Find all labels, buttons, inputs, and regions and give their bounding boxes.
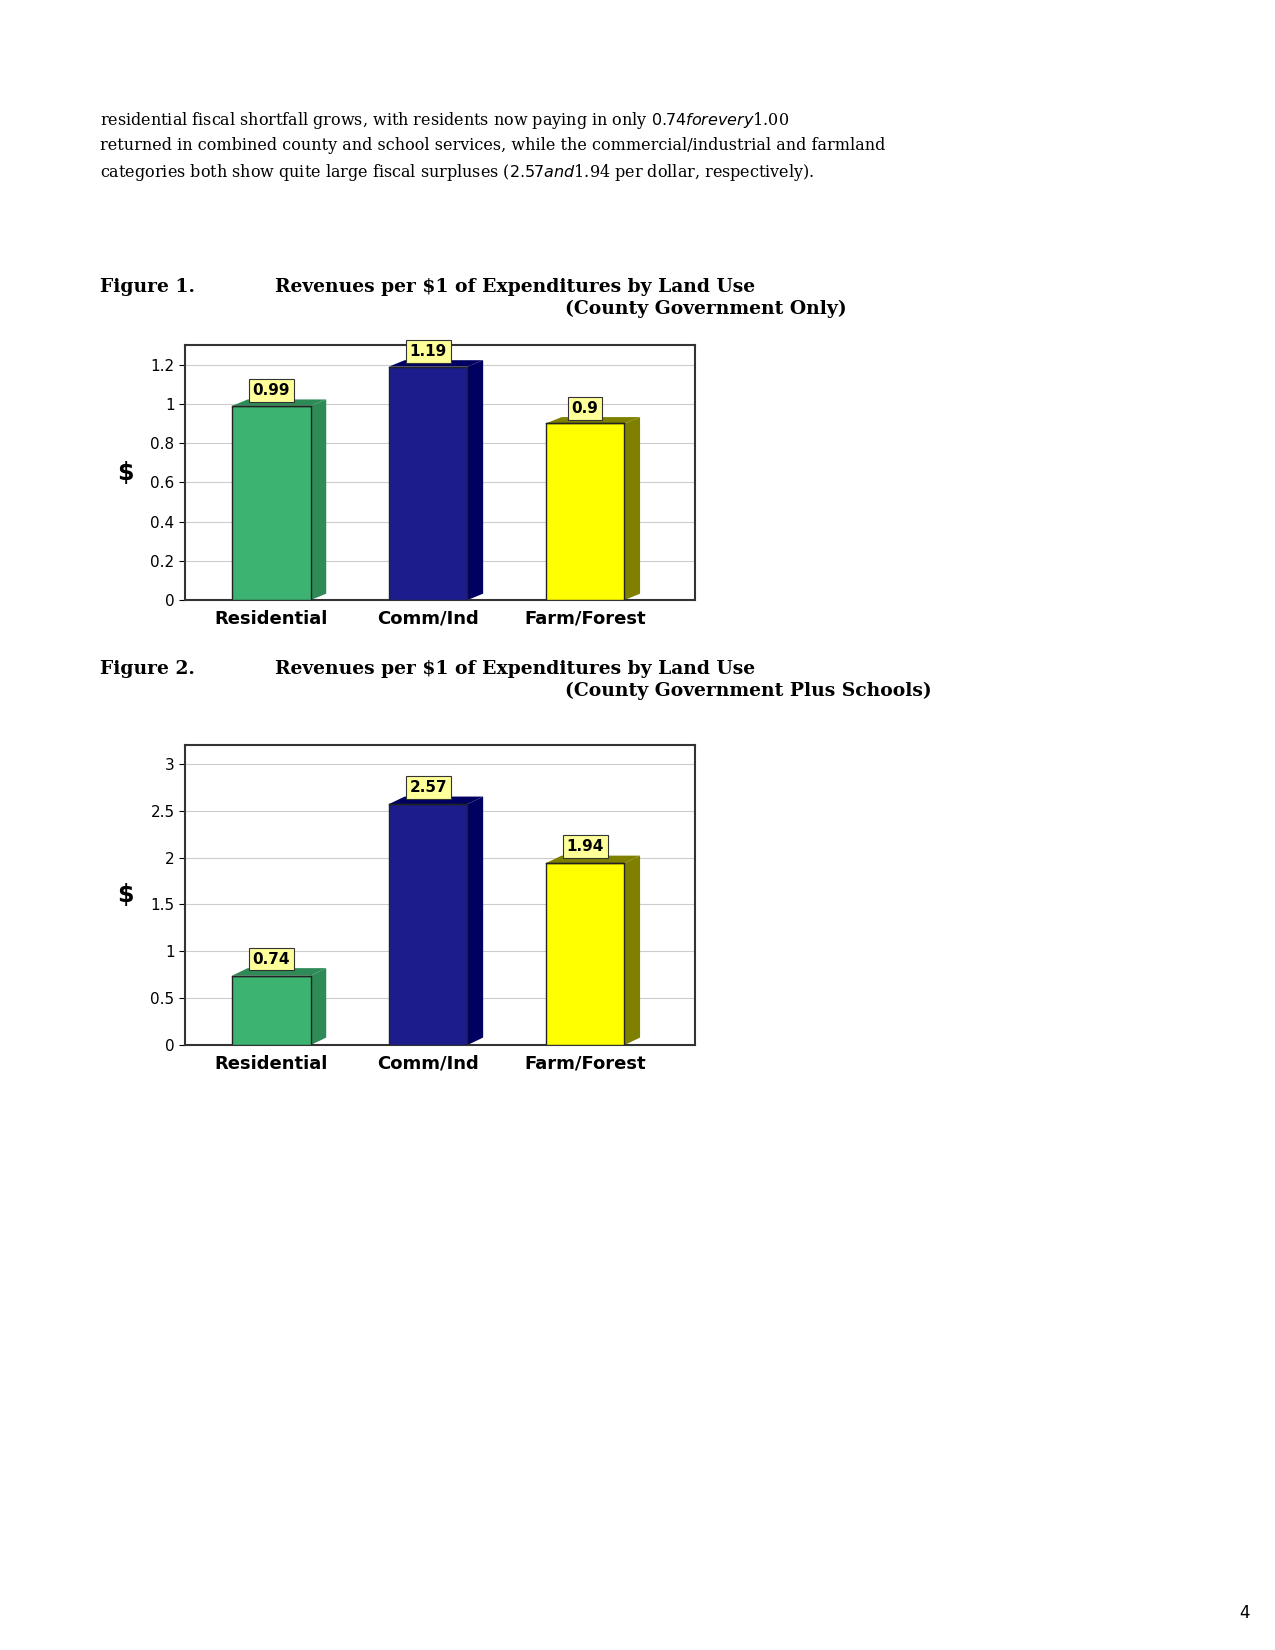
Y-axis label: $: $ — [117, 460, 134, 485]
Text: 1.94: 1.94 — [566, 840, 604, 855]
Text: 0.9: 0.9 — [571, 401, 598, 416]
Bar — [389, 804, 468, 1044]
Polygon shape — [625, 856, 640, 1044]
Polygon shape — [389, 360, 483, 366]
Text: Figure 1.: Figure 1. — [99, 277, 195, 295]
Bar — [232, 975, 311, 1044]
Text: 0.99: 0.99 — [252, 383, 289, 398]
Polygon shape — [389, 797, 483, 804]
Text: Figure 2.: Figure 2. — [99, 660, 195, 678]
Bar — [232, 406, 311, 601]
Text: (County Government Only): (County Government Only) — [565, 300, 847, 318]
Bar — [389, 366, 468, 601]
Polygon shape — [468, 360, 483, 601]
Bar — [546, 863, 625, 1044]
Text: 0.74: 0.74 — [252, 952, 289, 967]
Polygon shape — [389, 1038, 483, 1044]
Polygon shape — [546, 1038, 640, 1044]
Text: Revenues per $1 of Expenditures by Land Use: Revenues per $1 of Expenditures by Land … — [275, 277, 755, 295]
Polygon shape — [311, 969, 326, 1044]
Polygon shape — [232, 594, 326, 601]
Text: Revenues per $1 of Expenditures by Land Use: Revenues per $1 of Expenditures by Land … — [275, 660, 755, 678]
Polygon shape — [546, 417, 640, 424]
Text: residential fiscal shortfall grows, with residents now paying in only $0.74 for : residential fiscal shortfall grows, with… — [99, 111, 885, 183]
Text: 1.19: 1.19 — [409, 343, 446, 360]
Polygon shape — [232, 399, 326, 406]
Text: (County Government Plus Schools): (County Government Plus Schools) — [565, 681, 932, 700]
Bar — [546, 424, 625, 601]
Polygon shape — [546, 594, 640, 601]
Polygon shape — [232, 1038, 326, 1044]
Polygon shape — [546, 856, 640, 863]
Polygon shape — [389, 594, 483, 601]
Text: 4: 4 — [1239, 1604, 1250, 1622]
Y-axis label: $: $ — [117, 883, 134, 908]
Polygon shape — [311, 399, 326, 601]
Text: 2.57: 2.57 — [409, 780, 448, 795]
Polygon shape — [232, 969, 326, 975]
Polygon shape — [468, 797, 483, 1044]
Polygon shape — [625, 417, 640, 601]
